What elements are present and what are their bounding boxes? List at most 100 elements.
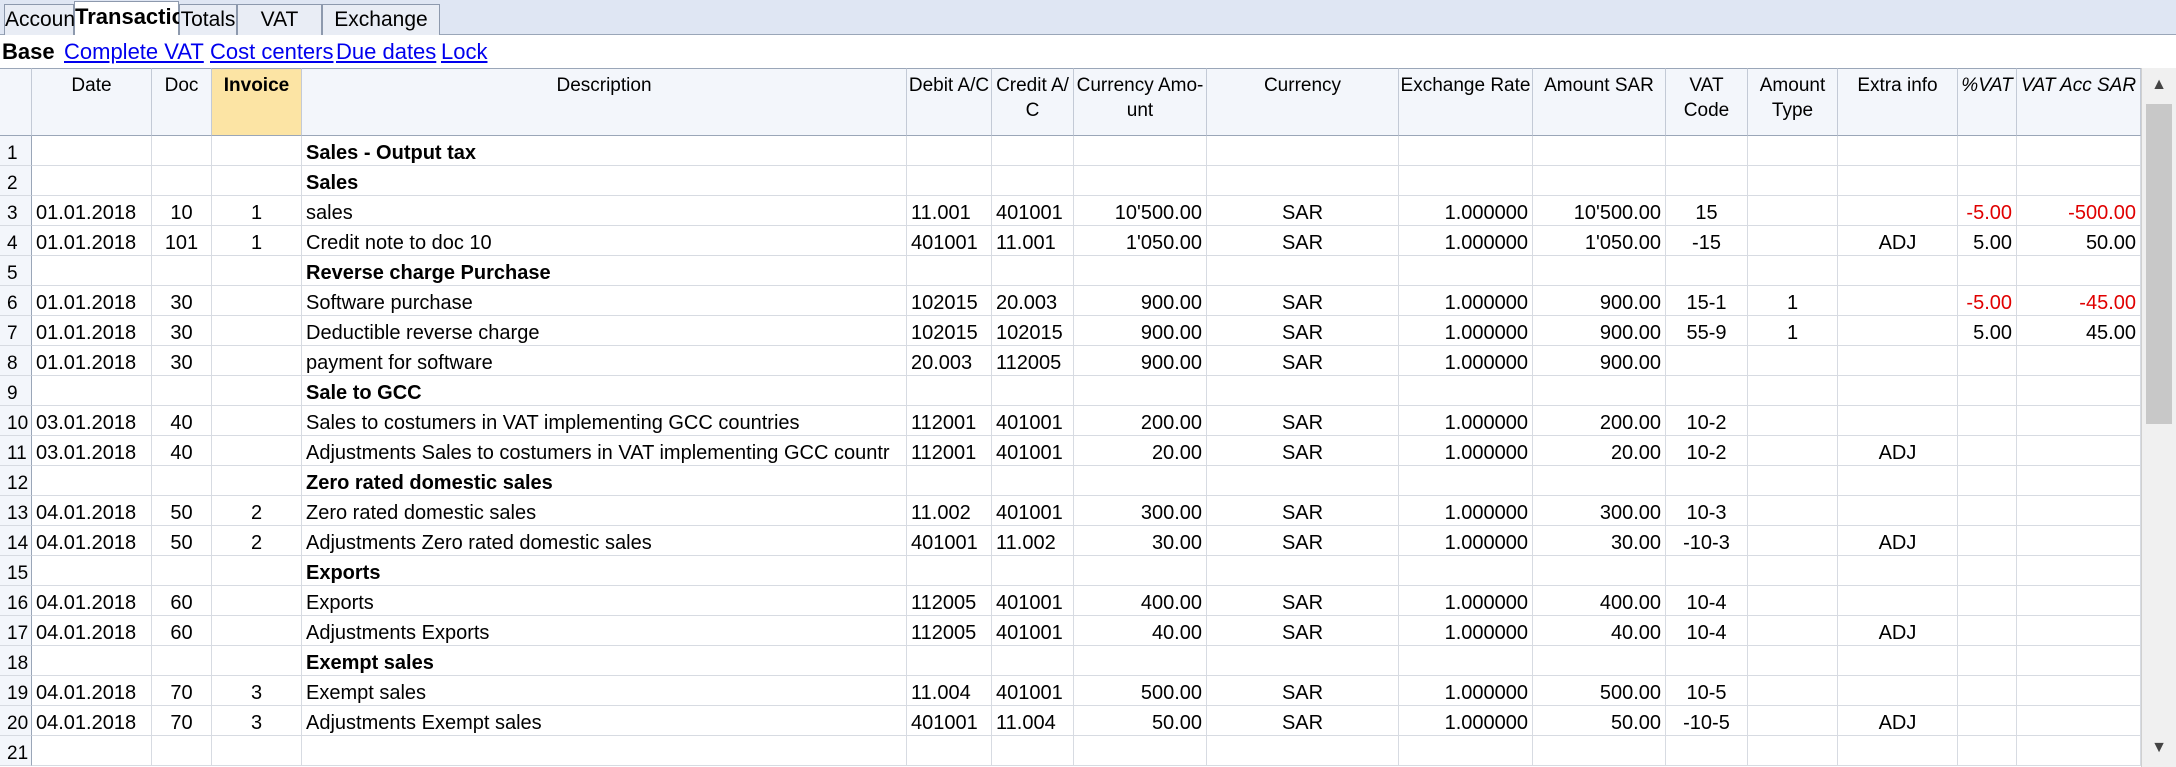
cell-exchange-rate[interactable]	[1399, 136, 1533, 166]
cell-amount-type[interactable]	[1748, 466, 1838, 496]
row-number[interactable]: 18	[0, 646, 32, 676]
cell-invoice[interactable]	[212, 166, 302, 196]
cell-extra-info[interactable]: ADJ	[1838, 226, 1958, 256]
cell-exchange-rate[interactable]: 1.000000	[1399, 616, 1533, 646]
cell-amount-type[interactable]: 1	[1748, 316, 1838, 346]
cell-currency[interactable]: SAR	[1207, 496, 1399, 526]
cell-debit[interactable]	[907, 376, 992, 406]
view-lock[interactable]: Lock	[441, 39, 488, 64]
row-number[interactable]: 13	[0, 496, 32, 526]
cell-date[interactable]	[32, 256, 152, 286]
cell-pct-vat[interactable]	[1958, 406, 2017, 436]
cell-invoice[interactable]	[212, 286, 302, 316]
cell-vat-acc-sar[interactable]	[2017, 436, 2141, 466]
cell-amount-sar[interactable]: 900.00	[1533, 316, 1666, 346]
cell-pct-vat[interactable]	[1958, 616, 2017, 646]
chevron-up-icon[interactable]: ▲	[2151, 76, 2167, 93]
cell-vat-acc-sar[interactable]	[2017, 616, 2141, 646]
scrollbar-thumb[interactable]	[2146, 104, 2172, 424]
cell-pct-vat[interactable]	[1958, 736, 2017, 766]
cell-exchange-rate[interactable]: 1.000000	[1399, 526, 1533, 556]
cell-invoice[interactable]	[212, 376, 302, 406]
cell-vat-acc-sar[interactable]	[2017, 376, 2141, 406]
cell-invoice[interactable]: 3	[212, 676, 302, 706]
cell-pct-vat[interactable]	[1958, 676, 2017, 706]
cell-vat-acc-sar[interactable]	[2017, 556, 2141, 586]
cell-extra-info[interactable]	[1838, 676, 1958, 706]
cell-amount-type[interactable]	[1748, 256, 1838, 286]
cell-date[interactable]: 01.01.2018	[32, 226, 152, 256]
cell-amount-sar[interactable]: 400.00	[1533, 586, 1666, 616]
cell-description[interactable]: sales	[302, 196, 907, 226]
cell-invoice[interactable]	[212, 436, 302, 466]
cell-exchange-rate[interactable]: 1.000000	[1399, 706, 1533, 736]
cell-vat-code[interactable]	[1666, 166, 1748, 196]
cell-credit[interactable]: 401001	[992, 676, 1074, 706]
cell-invoice[interactable]	[212, 316, 302, 346]
cell-pct-vat[interactable]	[1958, 136, 2017, 166]
cell-currency[interactable]: SAR	[1207, 286, 1399, 316]
cell-vat-acc-sar[interactable]	[2017, 406, 2141, 436]
cell-doc[interactable]: 60	[152, 616, 212, 646]
cell-amount-sar[interactable]	[1533, 376, 1666, 406]
cell-extra-info[interactable]	[1838, 196, 1958, 226]
cell-pct-vat[interactable]	[1958, 526, 2017, 556]
cell-vat-code[interactable]	[1666, 556, 1748, 586]
cell-invoice[interactable]: 1	[212, 196, 302, 226]
row-number[interactable]: 8	[0, 346, 32, 376]
cell-description[interactable]: Zero rated domestic sales	[302, 496, 907, 526]
cell-currency-amount[interactable]: 900.00	[1074, 346, 1207, 376]
cell-amount-type[interactable]	[1748, 586, 1838, 616]
cell-amount-sar[interactable]: 30.00	[1533, 526, 1666, 556]
cell-invoice[interactable]	[212, 736, 302, 766]
cell-credit[interactable]	[992, 466, 1074, 496]
row-number[interactable]: 3	[0, 196, 32, 226]
column-header-amount-sar[interactable]: Amount SAR	[1533, 68, 1666, 136]
cell-credit[interactable]	[992, 376, 1074, 406]
row-number[interactable]: 19	[0, 676, 32, 706]
row-number[interactable]: 17	[0, 616, 32, 646]
cell-doc[interactable]: 70	[152, 676, 212, 706]
cell-amount-sar[interactable]: 300.00	[1533, 496, 1666, 526]
cell-description[interactable]: Exports	[302, 556, 907, 586]
cell-invoice[interactable]	[212, 586, 302, 616]
row-number[interactable]: 5	[0, 256, 32, 286]
cell-currency-amount[interactable]: 300.00	[1074, 496, 1207, 526]
cell-vat-code[interactable]: 15-1	[1666, 286, 1748, 316]
column-header-doc[interactable]: Doc	[152, 68, 212, 136]
cell-description[interactable]: Exports	[302, 586, 907, 616]
cell-currency-amount[interactable]	[1074, 646, 1207, 676]
cell-debit[interactable]: 102015	[907, 286, 992, 316]
cell-description[interactable]: Exempt sales	[302, 646, 907, 676]
cell-date[interactable]	[32, 136, 152, 166]
cell-vat-code[interactable]: 10-3	[1666, 496, 1748, 526]
cell-vat-code[interactable]: 55-9	[1666, 316, 1748, 346]
cell-description[interactable]: Zero rated domestic sales	[302, 466, 907, 496]
cell-pct-vat[interactable]	[1958, 496, 2017, 526]
tab-vat-codes[interactable]: VAT codes	[237, 4, 322, 60]
cell-amount-type[interactable]	[1748, 646, 1838, 676]
cell-invoice[interactable]	[212, 346, 302, 376]
cell-credit[interactable]: 112005	[992, 346, 1074, 376]
cell-pct-vat[interactable]: -5.00	[1958, 196, 2017, 226]
cell-vat-acc-sar[interactable]	[2017, 166, 2141, 196]
cell-amount-type[interactable]: 1	[1748, 286, 1838, 316]
cell-exchange-rate[interactable]: 1.000000	[1399, 226, 1533, 256]
cell-invoice[interactable]	[212, 256, 302, 286]
cell-debit[interactable]	[907, 166, 992, 196]
column-header-debit[interactable]: Debit A/C	[907, 68, 992, 136]
cell-extra-info[interactable]	[1838, 346, 1958, 376]
cell-vat-code[interactable]	[1666, 346, 1748, 376]
cell-description[interactable]: Adjustments Zero rated domestic sales	[302, 526, 907, 556]
cell-vat-acc-sar[interactable]	[2017, 346, 2141, 376]
cell-pct-vat[interactable]	[1958, 646, 2017, 676]
row-number[interactable]: 4	[0, 226, 32, 256]
cell-description[interactable]: Sales - Output tax	[302, 136, 907, 166]
row-number[interactable]: 11	[0, 436, 32, 466]
cell-amount-type[interactable]	[1748, 196, 1838, 226]
cell-amount-type[interactable]	[1748, 526, 1838, 556]
column-header-vat-acc-sar[interactable]: VAT Acc SAR	[2017, 68, 2141, 136]
cell-credit[interactable]	[992, 166, 1074, 196]
cell-currency[interactable]	[1207, 376, 1399, 406]
view-complete-vat[interactable]: Complete VAT	[64, 39, 204, 64]
